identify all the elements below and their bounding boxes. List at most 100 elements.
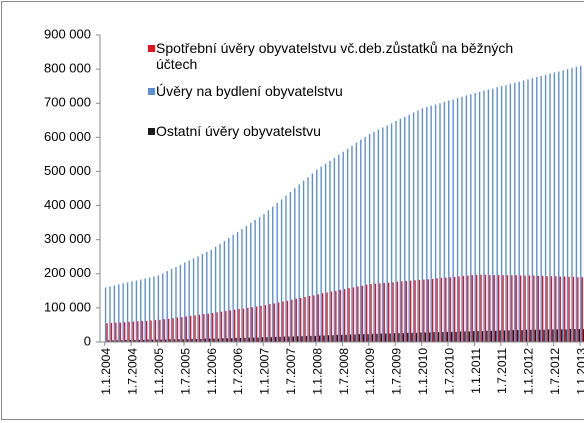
y-tick-label: 400 000 — [44, 197, 91, 212]
bar — [276, 202, 278, 342]
bar — [145, 320, 148, 342]
bar — [546, 276, 548, 342]
bar — [404, 116, 406, 342]
bar — [458, 276, 460, 342]
bar — [481, 331, 484, 342]
bar — [269, 304, 271, 342]
bar — [160, 339, 162, 342]
bar — [280, 199, 283, 342]
bar — [572, 276, 575, 342]
bar — [493, 275, 495, 342]
bar — [112, 340, 114, 342]
bar — [236, 231, 239, 342]
bar — [351, 145, 353, 342]
bar — [255, 306, 258, 342]
bar — [521, 330, 523, 342]
bar — [329, 160, 331, 342]
bar — [473, 331, 475, 342]
bar — [568, 276, 570, 342]
bar — [175, 266, 177, 342]
bar — [154, 320, 157, 342]
bar — [333, 157, 336, 342]
bar — [392, 282, 394, 342]
legend-label: Úvěry na bydlení obyvatelstvu — [156, 83, 343, 99]
bar — [563, 276, 566, 342]
bar — [448, 100, 450, 342]
bar — [379, 283, 381, 342]
x-tick-label: 1.7.2004 — [126, 348, 140, 395]
bar — [173, 339, 176, 342]
legend-label: Ostatní úvěry obyvatelstvu — [156, 123, 321, 139]
x-tick-label: 1.7.2010 — [442, 348, 456, 395]
bar — [544, 74, 547, 342]
bar — [401, 281, 403, 342]
bar — [232, 234, 234, 342]
x-tick-label: 1.1.2011 — [469, 348, 483, 394]
bar — [213, 338, 215, 342]
bar — [436, 278, 438, 342]
bar — [107, 340, 110, 342]
bar — [505, 85, 507, 342]
bar — [577, 277, 579, 342]
bar — [361, 285, 363, 342]
bar — [496, 87, 498, 342]
bar — [319, 335, 321, 342]
bar — [169, 339, 171, 342]
bar — [167, 318, 170, 342]
bar — [566, 69, 569, 342]
bar — [368, 133, 371, 342]
x-tick-label: 1.7.2007 — [284, 348, 298, 395]
bar — [543, 329, 545, 342]
bar — [373, 131, 375, 342]
bar — [137, 321, 139, 342]
x-tick-label: 1.1.2012 — [522, 348, 536, 395]
bar — [314, 335, 316, 342]
bar — [571, 68, 573, 343]
y-tick-label: 0 — [84, 333, 91, 348]
bar — [465, 95, 468, 342]
bar — [561, 329, 563, 342]
bar — [370, 284, 372, 342]
x-tick-label: 1.7.2012 — [548, 348, 562, 395]
bar — [228, 237, 230, 342]
bar — [122, 283, 124, 342]
bar — [449, 277, 451, 342]
bar — [383, 282, 385, 342]
bar — [424, 332, 426, 342]
bar — [294, 188, 296, 342]
x-tick-label: 1.7.2005 — [178, 348, 192, 395]
bar — [113, 285, 116, 342]
legend-label: Spotřební úvěry obyvatelstvu vč.deb.zůst… — [156, 40, 514, 72]
bar — [407, 332, 409, 342]
bar — [389, 333, 391, 342]
bar — [486, 330, 488, 342]
bar — [536, 76, 538, 342]
bar — [500, 86, 503, 343]
x-tick-label: 1.7.2011 — [495, 348, 509, 394]
bar — [282, 301, 284, 342]
bar — [480, 274, 482, 342]
bar — [346, 148, 349, 342]
bar — [184, 262, 186, 342]
bar — [242, 308, 245, 342]
bar — [452, 99, 454, 342]
bar — [225, 310, 227, 342]
bar — [150, 320, 152, 342]
bar — [277, 302, 280, 342]
bar — [106, 323, 108, 342]
bar — [210, 249, 212, 342]
bar — [216, 312, 218, 342]
bar — [531, 78, 534, 343]
bar — [257, 337, 259, 342]
bar — [524, 275, 526, 342]
bar — [128, 321, 130, 342]
bar — [514, 82, 516, 342]
bar — [179, 264, 182, 342]
x-tick-label: 1.1.2010 — [416, 348, 430, 395]
x-tick-label: 1.1.2009 — [363, 348, 377, 395]
bar — [506, 275, 509, 342]
bar — [156, 339, 158, 342]
bar — [348, 288, 350, 342]
bar — [172, 318, 174, 342]
